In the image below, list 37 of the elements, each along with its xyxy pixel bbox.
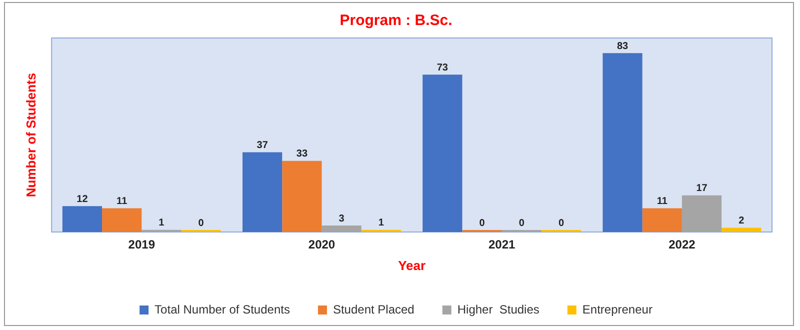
chart-title: Program : B.Sc. bbox=[340, 12, 452, 30]
bar bbox=[282, 160, 322, 232]
data-label: 2 bbox=[738, 215, 745, 226]
data-label: 3 bbox=[338, 213, 345, 224]
bar bbox=[722, 228, 762, 232]
bar bbox=[422, 74, 462, 232]
bar bbox=[242, 152, 282, 232]
data-label: 83 bbox=[616, 40, 629, 52]
data-label: 37 bbox=[256, 140, 268, 151]
legend-label: Higher Studies bbox=[457, 302, 540, 316]
legend-label: Student Placed bbox=[332, 302, 414, 316]
bar bbox=[102, 208, 142, 232]
x-tick-label: 2020 bbox=[308, 238, 336, 252]
data-label: 11 bbox=[656, 196, 668, 208]
data-label: 1 bbox=[378, 218, 384, 229]
data-label: 0 bbox=[198, 218, 204, 229]
x-tick-label: 2019 bbox=[128, 238, 156, 252]
data-label: 73 bbox=[436, 62, 448, 74]
legend-label: Total Number of Students bbox=[154, 302, 290, 316]
data-label: 0 bbox=[479, 218, 486, 229]
bar bbox=[642, 208, 682, 232]
legend-label: Entrepreneur bbox=[582, 302, 652, 316]
bar bbox=[322, 226, 362, 232]
x-tick-label: 2021 bbox=[488, 238, 516, 252]
data-label: 17 bbox=[696, 183, 708, 194]
y-axis-title: Number of Students bbox=[23, 72, 38, 198]
x-tick-label: 2022 bbox=[668, 238, 696, 252]
bar bbox=[602, 53, 642, 232]
bar bbox=[682, 195, 722, 232]
data-label: 12 bbox=[76, 194, 88, 205]
data-label: 11 bbox=[116, 196, 128, 208]
data-label: 33 bbox=[296, 148, 308, 160]
data-label: 0 bbox=[518, 218, 525, 229]
bar bbox=[62, 206, 102, 232]
x-axis-title: Year bbox=[398, 258, 426, 273]
data-label: 1 bbox=[158, 218, 165, 229]
data-label: 0 bbox=[558, 218, 564, 229]
